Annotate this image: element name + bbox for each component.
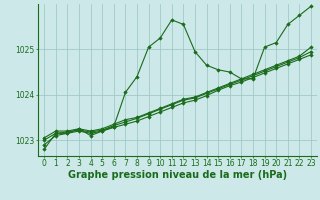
X-axis label: Graphe pression niveau de la mer (hPa): Graphe pression niveau de la mer (hPa) (68, 170, 287, 180)
